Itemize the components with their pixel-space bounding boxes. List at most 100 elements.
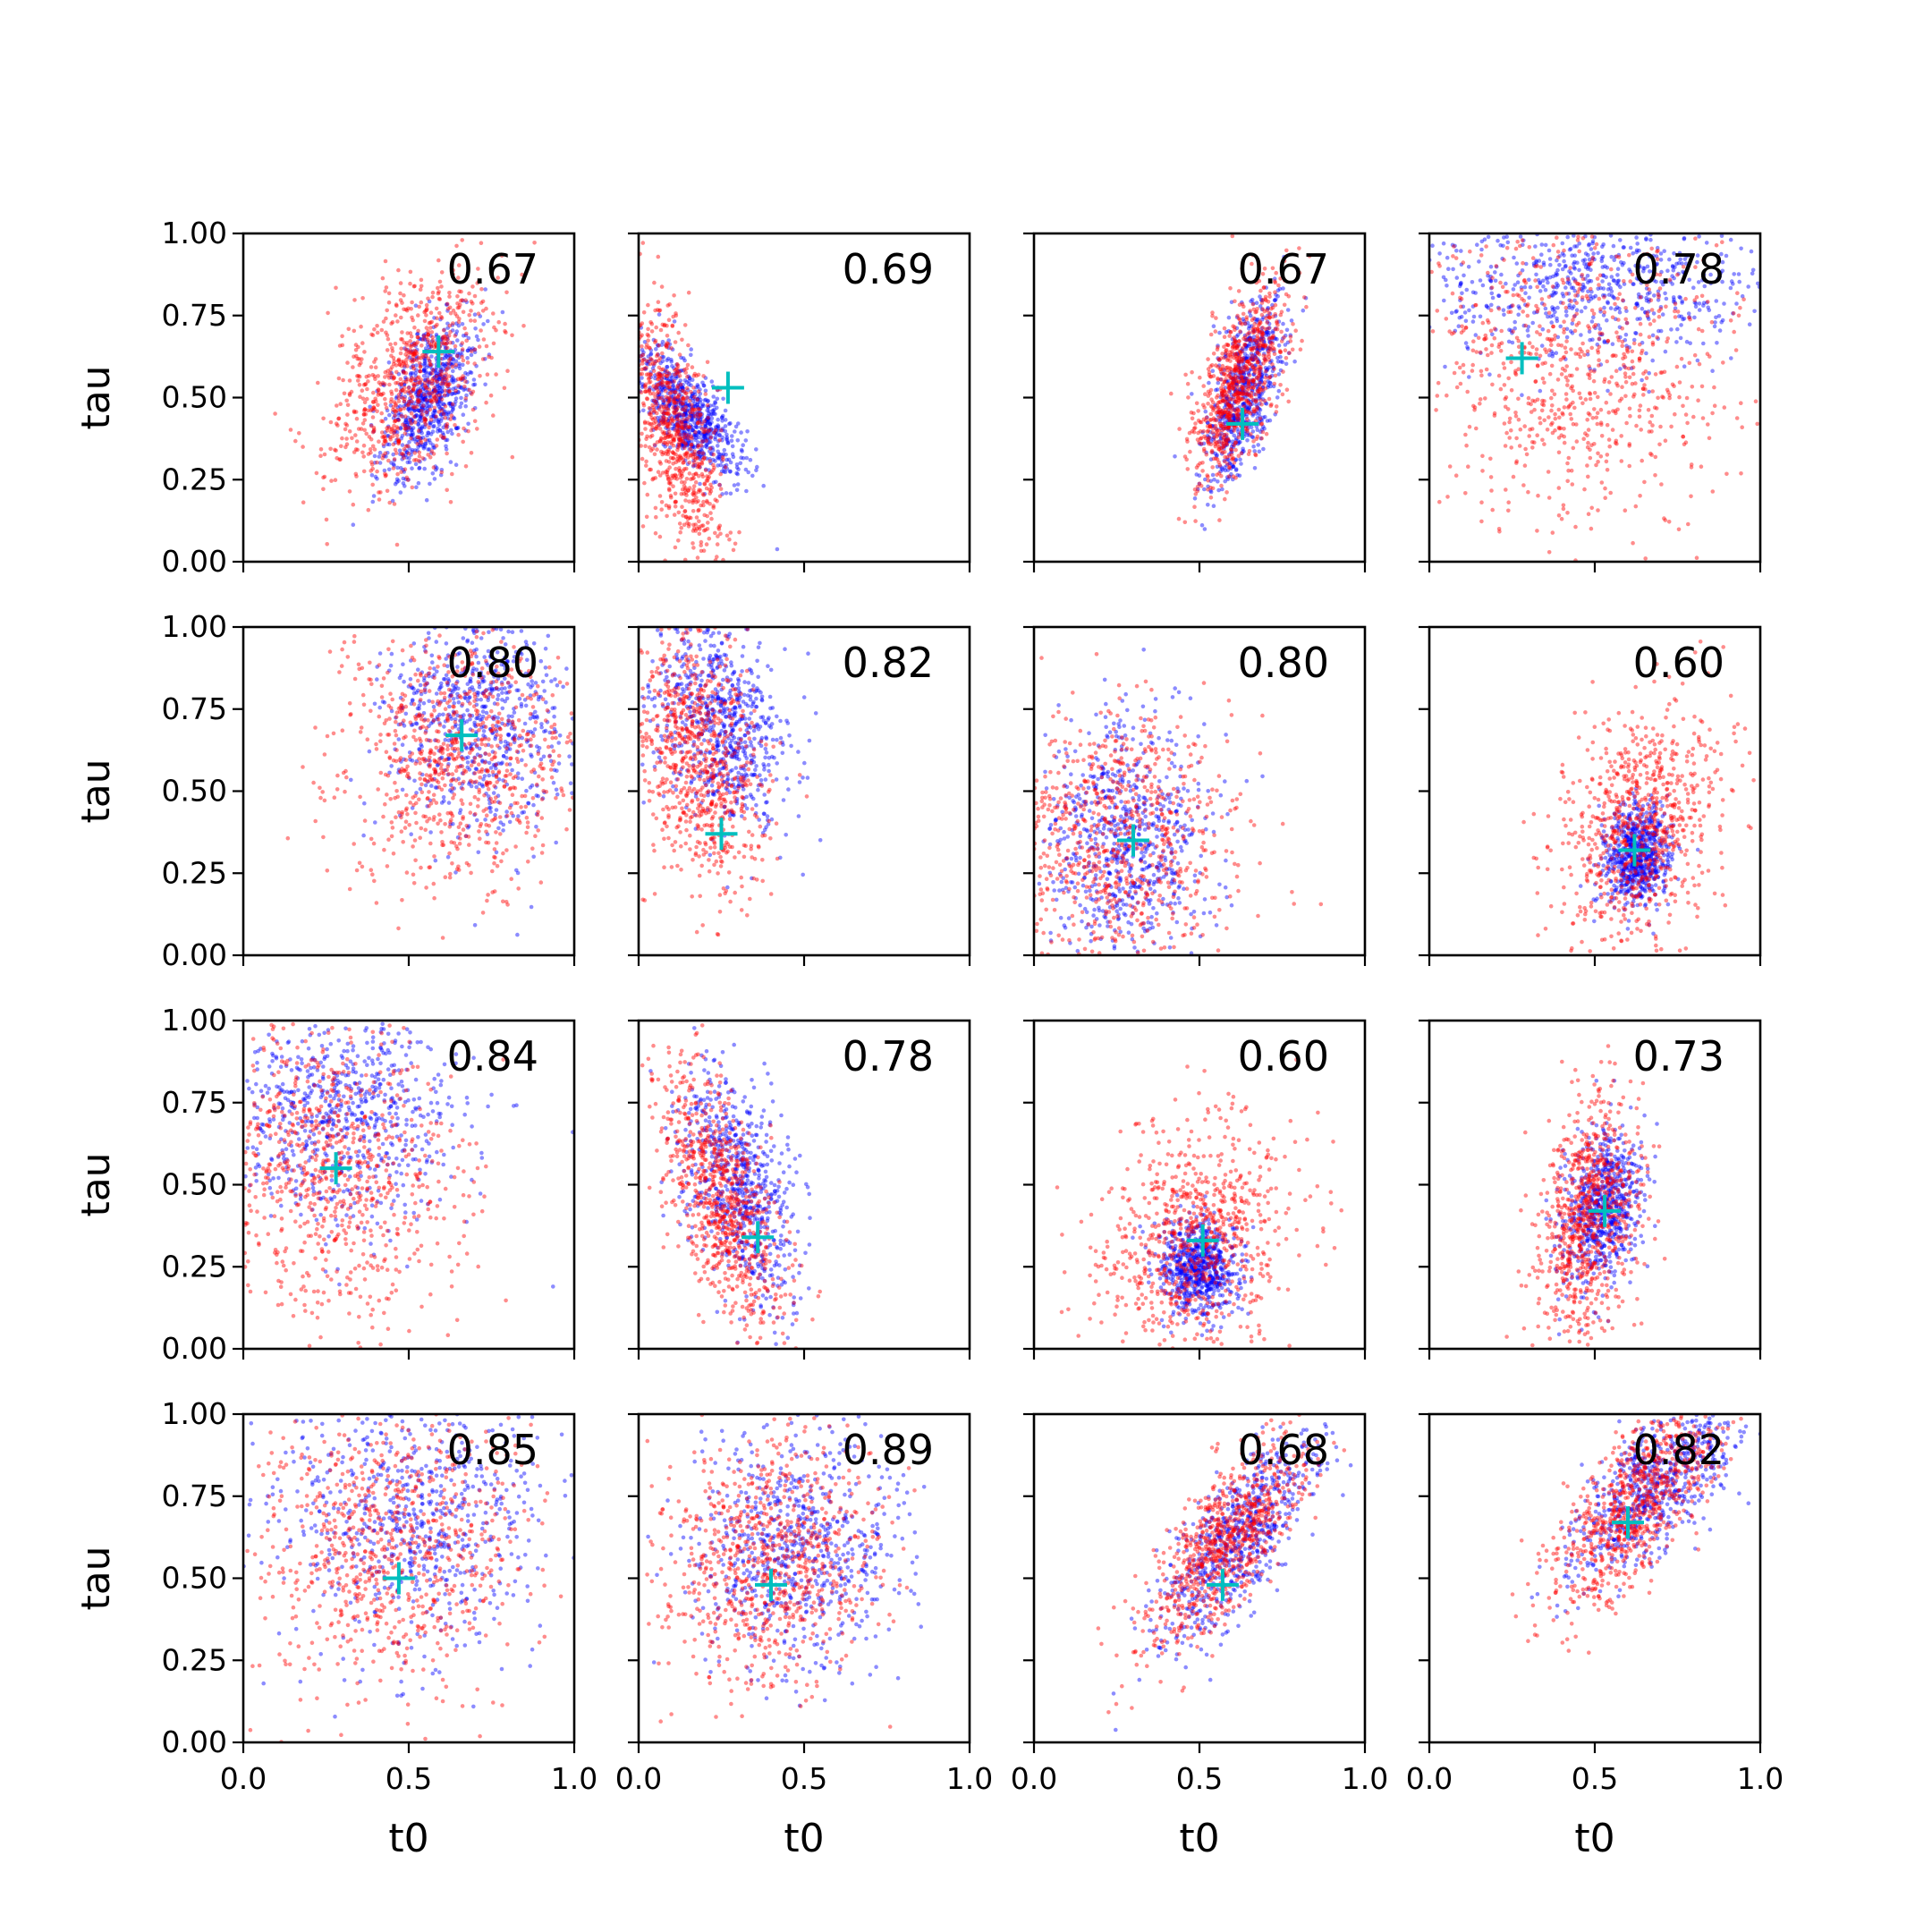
panel-2-blue-points-point [715,455,720,460]
panel-4-blue-points-point [1463,318,1469,324]
panel-2-blue-points-point [698,418,702,423]
panel-2-red-points-point [706,429,710,434]
panel-2-blue-points-point [665,365,669,369]
panel-3-blue-points-point [1228,405,1233,410]
panel-1-blue-points-point [416,394,420,398]
panel-2-blue-points-point [702,435,708,440]
panel-1-red-points-point [379,393,385,397]
panel-3-blue-points-point [1233,380,1237,386]
panel-1-blue-points-point [396,417,401,422]
panel-2-red-points-point [657,438,663,444]
panel-1-red-points-point [386,300,392,305]
panel-4-blue-points-point [1560,292,1565,296]
panel-4-blue-points-point [1602,305,1606,310]
panel-2-red-points-point [658,327,664,333]
panel-1-blue-points-point [461,334,466,338]
panel-2-blue-points-point [682,412,687,418]
panel-3-red-points-point [1249,394,1254,398]
panel-2-blue-points-point [702,432,707,437]
panel-3-blue-points-point [1217,433,1222,438]
panel-1-blue-points-point [402,394,408,399]
panel-3-red-points-point [1258,319,1262,325]
panel-3-blue-points-point [1199,522,1205,528]
panel-3-red-points-point [1218,423,1224,428]
panel-2-red-points-point [687,521,691,527]
panel-1-blue-points-point [410,420,414,425]
panel-3-blue-points-point [1254,340,1258,345]
panel-2-blue-points-point [686,435,691,439]
panel-1-red-points-point [431,341,436,345]
panel-3-blue-points-point [1258,375,1263,379]
panel-1-red-points-point [354,439,360,444]
panel-3-blue-points-point [1250,411,1256,417]
panel-4-blue-points-point [1641,266,1646,270]
panel-4-blue-points-point [1494,264,1499,269]
panel-3-red-points-point [1234,412,1239,417]
panel-2-red-points-point [661,367,665,372]
panel-2-blue-points-point [682,444,687,449]
panel-3-blue-points-point [1231,377,1235,381]
panel-1-red-points-point [386,369,390,374]
panel-1-red-points-point [388,429,394,435]
panel-3-blue-points-point [1269,359,1274,363]
panel-1-red-points-point [398,377,403,382]
panel-1-red-points-point [364,431,369,436]
panel-3-blue-points-point [1226,402,1232,408]
panel-3-blue-points-point [1242,381,1247,386]
panel-3-blue-points-point [1227,461,1232,465]
panel-4-blue-points-point [1608,285,1613,291]
panel-4-blue-points-point [1572,288,1577,293]
panel-2-blue-points-point [710,445,715,450]
panel-4-blue-points-point [1534,262,1538,267]
panel-2-blue-points-point [666,403,672,409]
panel-3-red-points-point [1228,329,1233,335]
panel-3-red-points-point [1223,449,1227,454]
panel-3-red-points-point [1252,369,1257,373]
panel-2-red-points-point [671,405,675,411]
panel-2-red-points-point [683,442,689,447]
panel-4-blue-points-point [1635,303,1640,309]
panel-3-blue-points-point [1241,372,1247,377]
panel-2-red-points-point [666,385,671,390]
panel-4-blue-points-point [1614,317,1618,322]
panel-4-blue-points-point [1518,234,1523,239]
panel-3-blue-points-point [1208,489,1214,495]
panel-3-red-points-point [1214,316,1218,320]
panel-1-red-points-point [369,332,374,337]
panel-1-red-points-point [436,258,441,263]
panel-3-red-points-point [1262,309,1267,314]
panel-3-red-points-point [1254,407,1259,412]
panel-1-red-points-point [461,374,465,378]
panel-1-red-points-point [437,310,442,316]
panel-1-red-points-point [412,405,417,411]
panel-2-red-points-point [654,402,658,407]
panel-3-red-points-point [1226,412,1231,417]
panel-2-red-points-point [681,461,685,465]
panel-3-blue-points-point [1224,427,1229,431]
panel-2-blue-points-point [704,443,709,447]
panel-2-red-points-point [640,321,645,326]
panel-4-blue-points-point [1591,315,1596,320]
panel-2-blue-points-point [706,432,710,437]
panel-4-blue-points-point [1682,270,1687,275]
panel-3-red-points-point [1268,403,1274,409]
panel-3-blue-points-point [1233,352,1237,357]
panel-3-red-points-point [1225,412,1231,418]
panel-1-blue-points-point [440,416,445,420]
panel-2-red-points-point [682,509,688,513]
panel-4-blue-points-point [1550,352,1555,356]
panel-1-red-points-point [375,469,379,474]
panel-1-blue-points-point [431,389,436,394]
panel-1-red-points-point [375,460,379,465]
panel-1-red-points-point [388,435,393,440]
panel-2-red-points-point [675,405,680,411]
panel-3-blue-points-point [1238,457,1242,462]
panel-3-blue-points-point [1247,392,1251,396]
panel-4-blue-points-point [1574,308,1580,313]
panel-2-blue-points-point [661,442,666,447]
panel-4-blue-points-point [1501,308,1506,313]
panel-1-red-points-point [437,372,443,377]
panel-2-blue-points-point [698,453,702,458]
panel-2-blue-points-point [683,412,689,417]
panel-4-blue-points-point [1567,282,1572,286]
